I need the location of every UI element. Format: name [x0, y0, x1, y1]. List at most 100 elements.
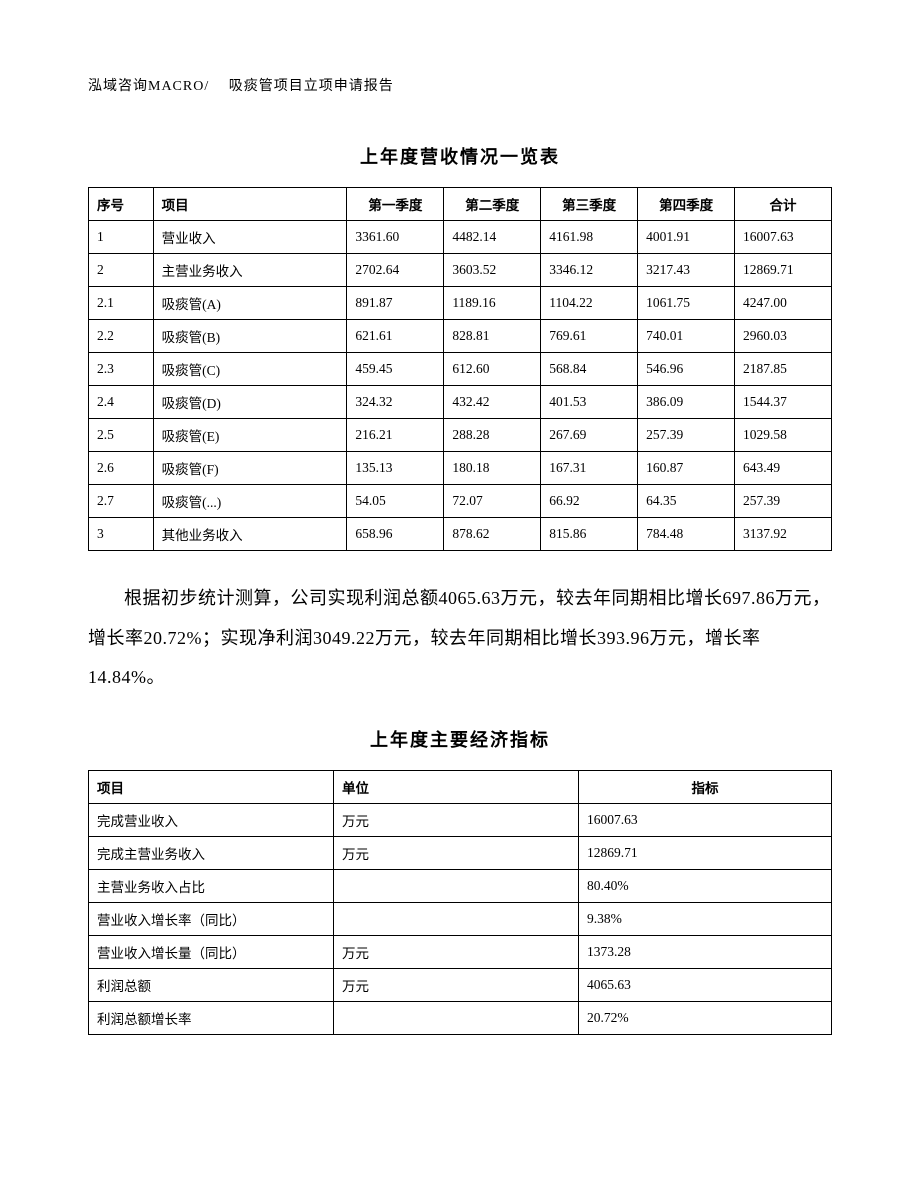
table-cell: 主营业务收入 — [153, 254, 347, 287]
table-cell: 12869.71 — [579, 836, 832, 869]
table-cell: 4247.00 — [735, 287, 832, 320]
table-cell: 740.01 — [638, 320, 735, 353]
table-cell: 2.3 — [89, 353, 154, 386]
table-cell: 66.92 — [541, 485, 638, 518]
col-header-q4: 第四季度 — [638, 188, 735, 221]
table-cell: 1544.37 — [735, 386, 832, 419]
table-row: 营业收入增长量（同比）万元1373.28 — [89, 935, 832, 968]
table-cell: 459.45 — [347, 353, 444, 386]
table-cell: 吸痰管(C) — [153, 353, 347, 386]
table-cell: 828.81 — [444, 320, 541, 353]
table-cell: 吸痰管(...) — [153, 485, 347, 518]
table-cell: 3361.60 — [347, 221, 444, 254]
table-cell: 其他业务收入 — [153, 518, 347, 551]
table-cell: 吸痰管(A) — [153, 287, 347, 320]
indicators-table-body: 完成营业收入万元16007.63完成主营业务收入万元12869.71主营业务收入… — [89, 803, 832, 1034]
table-cell: 3217.43 — [638, 254, 735, 287]
table-row: 2.1吸痰管(A)891.871189.161104.221061.754247… — [89, 287, 832, 320]
col-header-q2: 第二季度 — [444, 188, 541, 221]
indicators-table: 项目 单位 指标 完成营业收入万元16007.63完成主营业务收入万元12869… — [88, 770, 832, 1035]
table-cell: 324.32 — [347, 386, 444, 419]
table-cell: 2.6 — [89, 452, 154, 485]
table-row: 2.3吸痰管(C)459.45612.60568.84546.962187.85 — [89, 353, 832, 386]
table-cell: 20.72% — [579, 1001, 832, 1034]
table-cell: 167.31 — [541, 452, 638, 485]
table-cell: 546.96 — [638, 353, 735, 386]
table-cell: 2 — [89, 254, 154, 287]
table-cell: 4001.91 — [638, 221, 735, 254]
table-cell: 吸痰管(F) — [153, 452, 347, 485]
table-cell: 160.87 — [638, 452, 735, 485]
col-header-item: 项目 — [89, 770, 334, 803]
revenue-table-body: 1营业收入3361.604482.144161.984001.9116007.6… — [89, 221, 832, 551]
table-header-row: 序号 项目 第一季度 第二季度 第三季度 第四季度 合计 — [89, 188, 832, 221]
table-cell: 2.4 — [89, 386, 154, 419]
revenue-table: 序号 项目 第一季度 第二季度 第三季度 第四季度 合计 1营业收入3361.6… — [88, 187, 832, 551]
table-row: 2主营业务收入2702.643603.523346.123217.4312869… — [89, 254, 832, 287]
col-header-q1: 第一季度 — [347, 188, 444, 221]
table-cell: 891.87 — [347, 287, 444, 320]
table-row: 完成营业收入万元16007.63 — [89, 803, 832, 836]
table-cell: 万元 — [334, 803, 579, 836]
table-cell: 2187.85 — [735, 353, 832, 386]
col-header-seq: 序号 — [89, 188, 154, 221]
table-cell: 2.2 — [89, 320, 154, 353]
table-cell: 营业收入增长率（同比） — [89, 902, 334, 935]
table-row: 1营业收入3361.604482.144161.984001.9116007.6… — [89, 221, 832, 254]
table-cell: 4161.98 — [541, 221, 638, 254]
table-row: 2.2吸痰管(B)621.61828.81769.61740.012960.03 — [89, 320, 832, 353]
table-cell: 1104.22 — [541, 287, 638, 320]
table-cell: 12869.71 — [735, 254, 832, 287]
table-row: 2.4吸痰管(D)324.32432.42401.53386.091544.37 — [89, 386, 832, 419]
table-cell: 万元 — [334, 935, 579, 968]
table-cell: 3137.92 — [735, 518, 832, 551]
table-cell: 80.40% — [579, 869, 832, 902]
table-row: 营业收入增长率（同比）9.38% — [89, 902, 832, 935]
table-cell: 568.84 — [541, 353, 638, 386]
table-cell: 16007.63 — [735, 221, 832, 254]
table-cell — [334, 902, 579, 935]
table-cell: 1061.75 — [638, 287, 735, 320]
table-cell: 401.53 — [541, 386, 638, 419]
table-cell: 吸痰管(B) — [153, 320, 347, 353]
table-cell: 257.39 — [735, 485, 832, 518]
table-cell: 3346.12 — [541, 254, 638, 287]
table-row: 利润总额增长率 20.72% — [89, 1001, 832, 1034]
table-cell: 利润总额增长率 — [89, 1001, 334, 1034]
table-cell: 386.09 — [638, 386, 735, 419]
summary-paragraph: 根据初步统计测算，公司实现利润总额4065.63万元，较去年同期相比增长697.… — [88, 579, 832, 698]
table-row: 2.7吸痰管(...)54.0572.0766.9264.35257.39 — [89, 485, 832, 518]
table-header-row: 项目 单位 指标 — [89, 770, 832, 803]
col-header-item: 项目 — [153, 188, 347, 221]
table-cell: 吸痰管(E) — [153, 419, 347, 452]
table-cell: 54.05 — [347, 485, 444, 518]
col-header-indicator: 指标 — [579, 770, 832, 803]
table-cell: 135.13 — [347, 452, 444, 485]
table-cell: 2.7 — [89, 485, 154, 518]
table-row: 2.5吸痰管(E)216.21288.28267.69257.391029.58 — [89, 419, 832, 452]
indicators-table-title: 上年度主要经济指标 — [88, 726, 832, 752]
table-cell: 267.69 — [541, 419, 638, 452]
table-cell: 营业收入 — [153, 221, 347, 254]
table-cell: 3 — [89, 518, 154, 551]
table-cell: 1029.58 — [735, 419, 832, 452]
col-header-unit: 单位 — [334, 770, 579, 803]
table-cell: 180.18 — [444, 452, 541, 485]
table-cell — [334, 869, 579, 902]
col-header-q3: 第三季度 — [541, 188, 638, 221]
table-cell: 815.86 — [541, 518, 638, 551]
table-cell: 16007.63 — [579, 803, 832, 836]
document-header: 泓域咨询MACRO/ 吸痰管项目立项申请报告 — [88, 75, 832, 95]
col-header-total: 合计 — [735, 188, 832, 221]
table-cell: 主营业务收入占比 — [89, 869, 334, 902]
table-cell: 257.39 — [638, 419, 735, 452]
table-cell: 利润总额 — [89, 968, 334, 1001]
table-cell: 2960.03 — [735, 320, 832, 353]
table-cell: 2702.64 — [347, 254, 444, 287]
revenue-table-title: 上年度营收情况一览表 — [88, 143, 832, 169]
table-cell: 2.5 — [89, 419, 154, 452]
table-cell: 4482.14 — [444, 221, 541, 254]
table-cell: 621.61 — [347, 320, 444, 353]
table-cell: 72.07 — [444, 485, 541, 518]
table-cell: 万元 — [334, 836, 579, 869]
